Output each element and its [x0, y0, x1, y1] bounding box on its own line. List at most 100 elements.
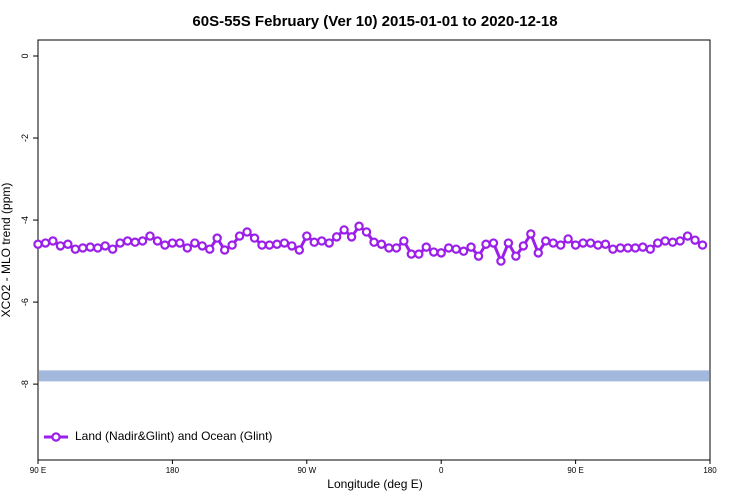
data-point: [593, 240, 603, 250]
data-point: [264, 240, 275, 250]
data-point: [130, 237, 140, 247]
data-point: [317, 236, 327, 246]
y-axis-label: XCO2 - MLO trend (ppm): [0, 183, 13, 318]
data-point: [93, 243, 103, 253]
data-point: [294, 245, 305, 255]
data-point: [182, 243, 193, 253]
data-point: [40, 238, 51, 248]
data-point: [279, 238, 290, 248]
data-point: [473, 251, 484, 261]
y-tick-label: -6: [20, 298, 30, 306]
legend-marker: [51, 432, 61, 442]
data-point: [570, 240, 581, 250]
data-point: [122, 236, 133, 246]
data-point: [346, 232, 357, 242]
y-tick-label: -2: [20, 134, 30, 142]
data-point: [272, 239, 282, 249]
data-point: [354, 221, 364, 231]
data-point: [107, 244, 118, 254]
data-point: [585, 238, 596, 248]
data-point: [100, 241, 110, 251]
data-point: [160, 240, 170, 250]
data-point: [466, 242, 476, 252]
data-point: [682, 231, 693, 241]
data-point: [667, 237, 678, 247]
data-point: [541, 236, 551, 246]
data-point: [406, 249, 417, 259]
data-point: [376, 239, 387, 249]
data-point: [85, 242, 95, 252]
data-point: [219, 245, 230, 255]
data-point: [555, 240, 566, 250]
data-point: [205, 244, 215, 254]
plot-frame: [37, 39, 711, 461]
data-point: [496, 256, 506, 266]
x-tick-label: 90 W: [297, 466, 316, 475]
x-tick-label: 90 E: [30, 466, 46, 475]
data-point: [630, 243, 641, 253]
data-point: [399, 236, 409, 246]
data-point: [175, 238, 185, 248]
data-point: [548, 238, 558, 248]
data-point: [70, 244, 81, 254]
data-point: [309, 237, 319, 247]
data-point: [48, 236, 58, 246]
data-point: [518, 241, 529, 251]
data-point: [436, 248, 446, 258]
data-point: [197, 241, 207, 251]
data-point: [361, 227, 372, 237]
legend-label: Land (Nadir&Glint) and Ocean (Glint): [75, 429, 272, 443]
data-point: [339, 225, 349, 235]
data-point: [623, 243, 633, 253]
data-point: [78, 243, 88, 253]
x-tick-label: 180: [703, 466, 717, 475]
data-point: [526, 229, 536, 239]
data-point: [660, 236, 670, 246]
data-point: [481, 239, 491, 249]
data-point: [697, 240, 708, 250]
y-tick-label: -4: [20, 216, 30, 224]
data-point: [653, 238, 663, 248]
data-point: [690, 235, 700, 245]
data-point: [511, 251, 521, 261]
data-point: [331, 232, 342, 242]
data-point: [615, 243, 626, 253]
chart-title: 60S-55S February (Ver 10) 2015-01-01 to …: [192, 13, 557, 30]
data-point: [55, 241, 66, 251]
data-point: [152, 236, 163, 246]
data-point: [533, 248, 543, 258]
data-point: [608, 244, 618, 254]
data-point: [33, 239, 43, 249]
data-point: [249, 233, 260, 243]
data-point: [212, 233, 222, 243]
data-point: [421, 242, 431, 252]
x-axis-label: Longitude (deg E): [327, 477, 422, 491]
x-tick-label: 90 E: [567, 466, 583, 475]
data-point: [503, 238, 514, 248]
data-point: [384, 243, 394, 253]
data-point: [137, 236, 148, 246]
data-point: [391, 243, 402, 253]
data-point: [429, 247, 439, 257]
data-point: [287, 241, 297, 251]
data-point: [414, 249, 424, 259]
data-point: [145, 231, 155, 241]
data-point: [645, 244, 655, 254]
y-tick-label: -8: [20, 380, 30, 388]
y-tick-label: 0: [20, 53, 30, 58]
data-point: [675, 236, 685, 246]
data-point: [443, 243, 454, 253]
data-point: [242, 227, 252, 237]
data-point: [488, 238, 499, 248]
data-point: [234, 231, 245, 241]
data-point: [369, 237, 379, 247]
data-point: [257, 240, 267, 250]
data-point: [451, 244, 461, 254]
data-point: [115, 238, 125, 248]
data-point: [63, 239, 73, 249]
x-tick-label: 0: [439, 466, 444, 475]
data-point: [324, 238, 334, 248]
data-point: [227, 240, 237, 250]
